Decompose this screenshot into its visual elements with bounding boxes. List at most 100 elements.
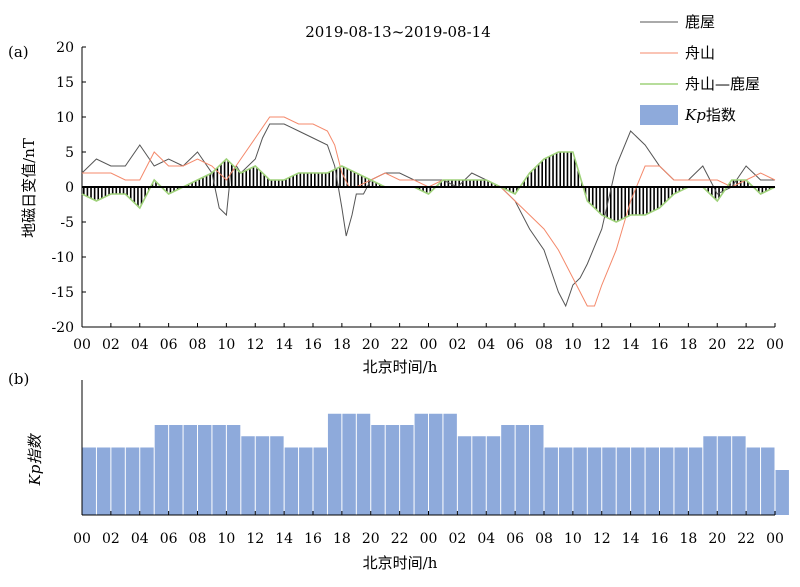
kp-bar: [587, 447, 602, 515]
panel-a-y-tick-label: -10: [51, 250, 74, 266]
kp-bar: [616, 447, 631, 515]
difference-bar: [353, 172, 356, 187]
kp-bar: [775, 470, 789, 515]
panel-a-x-tick-label: 08: [189, 337, 207, 353]
difference-bar: [108, 187, 110, 195]
difference-bar: [447, 180, 450, 187]
difference-bar: [465, 180, 468, 187]
kp-bar: [371, 425, 385, 515]
difference-bar: [743, 180, 746, 187]
kp-bar: [660, 447, 674, 515]
difference-bar: [371, 180, 374, 187]
kp-bar: [255, 436, 270, 515]
panel-b-x-tick-label: 10: [564, 531, 582, 547]
difference-bar: [346, 168, 349, 187]
difference-bar: [483, 180, 486, 187]
kp-bar: [558, 447, 573, 515]
panel-a-x-tick-label: 12: [246, 337, 264, 353]
difference-bar: [682, 187, 684, 190]
difference-bar: [101, 187, 103, 199]
panel-a-x-tick-label: 14: [275, 337, 293, 353]
panel-b-x-tick-label: 14: [275, 531, 293, 547]
difference-bar: [324, 173, 327, 187]
difference-bar: [667, 187, 670, 200]
difference-bar: [270, 180, 273, 187]
panel-a-x-tick-label: 22: [391, 337, 409, 353]
kp-bar: [342, 413, 356, 515]
panel-a-x-tick-label: 10: [564, 337, 582, 353]
difference-bar: [523, 180, 525, 187]
kp-bar: [385, 425, 400, 515]
panel-b-x-tick-label: 16: [304, 531, 322, 547]
kp-bar: [154, 425, 169, 515]
difference-bar: [176, 187, 179, 190]
kp-bar: [530, 425, 544, 515]
difference-bar: [227, 160, 229, 187]
panel-b-xlabel: 北京时间/h: [363, 554, 438, 572]
panel-a-x-tick-label: 14: [622, 337, 640, 353]
kp-bar: [515, 425, 530, 515]
difference-bar: [375, 182, 377, 187]
difference-bar: [559, 152, 562, 187]
kp-bar: [645, 447, 659, 515]
difference-bar: [259, 171, 262, 187]
difference-bar: [122, 187, 125, 194]
difference-bar: [584, 187, 587, 195]
legend-swatch-kp: [640, 105, 678, 125]
difference-bar: [577, 170, 580, 187]
panel-b-x-tick-label: 10: [217, 531, 235, 547]
difference-bar: [332, 170, 334, 187]
difference-bar: [202, 177, 204, 187]
kp-bar: [140, 447, 154, 515]
panel-a-x-tick-label: 18: [333, 337, 351, 353]
difference-bar: [649, 187, 652, 213]
panel-a-y-tick-label: -5: [60, 215, 74, 231]
panel-b-x-tick-label: 06: [160, 531, 178, 547]
kp-bar: [674, 447, 688, 515]
difference-bar: [93, 187, 96, 201]
panel-a-x-tick-label: 06: [506, 337, 524, 353]
difference-bar: [537, 164, 540, 187]
difference-bar: [606, 187, 608, 218]
panel-b-x-tick-label: 20: [362, 531, 380, 547]
difference-bar: [678, 187, 681, 192]
difference-bar: [194, 180, 197, 187]
difference-bar: [241, 172, 244, 187]
difference-bar: [469, 180, 471, 187]
kp-bar: [356, 413, 371, 515]
difference-bar: [747, 181, 749, 187]
difference-bar: [119, 187, 121, 194]
kp-bar: [327, 413, 342, 515]
difference-bar: [617, 187, 619, 222]
difference-bar: [480, 180, 482, 187]
panel-b-x-tick-label: 02: [448, 531, 466, 547]
panel-b-x-tick-label: 22: [391, 531, 409, 547]
kp-bar: [746, 447, 761, 515]
difference-bar: [508, 187, 511, 192]
difference-bar: [115, 187, 118, 194]
difference-bar: [599, 187, 601, 214]
difference-bar: [314, 173, 316, 187]
difference-bar: [472, 180, 475, 187]
difference-bar: [573, 158, 576, 187]
difference-bar: [292, 175, 294, 187]
kp-bar: [688, 447, 703, 515]
difference-bar: [303, 173, 305, 187]
kp-bar: [631, 447, 645, 515]
difference-bar: [378, 184, 381, 187]
difference-bar: [443, 180, 446, 187]
difference-bar: [306, 173, 309, 187]
panel-b-x-tick-label: 04: [131, 531, 149, 547]
panel-a-y-tick-label: 0: [65, 180, 74, 196]
panel-a-x-tick-label: 04: [131, 337, 149, 353]
panel-a-x-tick-label: 08: [535, 337, 553, 353]
kp-bar: [703, 436, 717, 515]
difference-bar: [711, 187, 713, 196]
difference-bar: [281, 180, 284, 187]
legend-label-1: 舟山: [685, 44, 715, 62]
kp-bar: [472, 436, 486, 515]
difference-bar: [761, 187, 764, 194]
difference-bar: [660, 187, 663, 207]
